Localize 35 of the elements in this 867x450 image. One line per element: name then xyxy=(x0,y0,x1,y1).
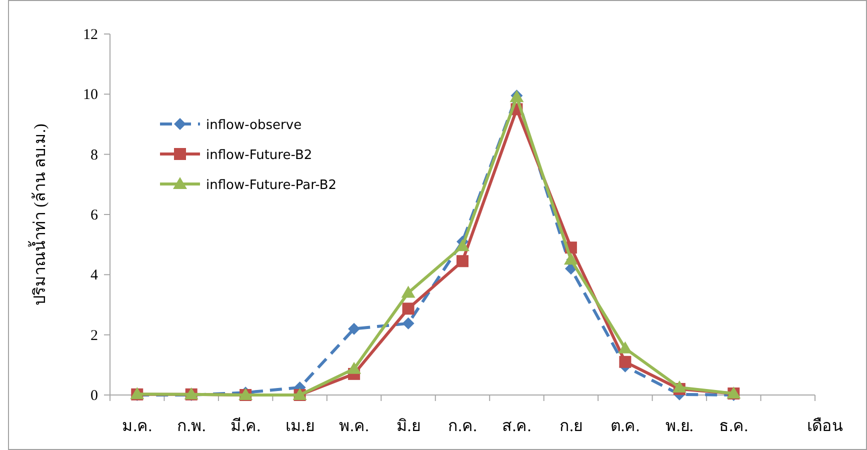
x-tick-label: พ.ย. xyxy=(665,418,694,435)
point xyxy=(402,317,414,330)
y-axis-title: ปริมาณน้ำท่า (ล้าน ลบ.ม.) xyxy=(28,124,49,306)
point xyxy=(619,356,632,368)
x-tick-label: ก.พ. xyxy=(176,418,206,435)
x-tick-label: ม.ค. xyxy=(122,418,152,435)
x-tick-label: มี.ค. xyxy=(230,417,261,435)
point xyxy=(564,252,578,265)
x-tick-label: ก.ย xyxy=(559,418,582,435)
x-tick-label: ธ.ค. xyxy=(719,418,748,435)
legend-label: inflow-Future-Par-B2 xyxy=(206,178,337,193)
point xyxy=(672,380,686,392)
y-tick-label: 2 xyxy=(90,328,98,344)
x-axis-title: เดือน xyxy=(807,417,843,435)
y-tick-label: 12 xyxy=(83,27,98,43)
x-tick-label: เม.ย xyxy=(285,418,314,435)
point xyxy=(456,255,468,268)
x-tick-label: ต.ค. xyxy=(610,418,640,435)
y-tick-label: 0 xyxy=(90,388,98,404)
point xyxy=(348,322,360,335)
x-tick-label: มิ.ย xyxy=(396,418,420,435)
x-tick-label: ก.ค. xyxy=(448,418,477,435)
point xyxy=(401,286,416,298)
point xyxy=(456,239,470,252)
y-tick-label: 10 xyxy=(83,87,98,104)
y-tick-label: 4 xyxy=(90,268,98,284)
x-tick-label: พ.ค. xyxy=(339,418,370,435)
point xyxy=(347,362,362,374)
y-tick-label: 6 xyxy=(90,208,98,224)
point xyxy=(402,302,414,315)
x-tick-label: ส.ค. xyxy=(502,418,532,435)
y-tick-label: 8 xyxy=(90,147,98,164)
legend-label: inflow-observe xyxy=(206,118,302,133)
point xyxy=(618,341,632,354)
legend-label: inflow-Future-B2 xyxy=(206,148,312,163)
